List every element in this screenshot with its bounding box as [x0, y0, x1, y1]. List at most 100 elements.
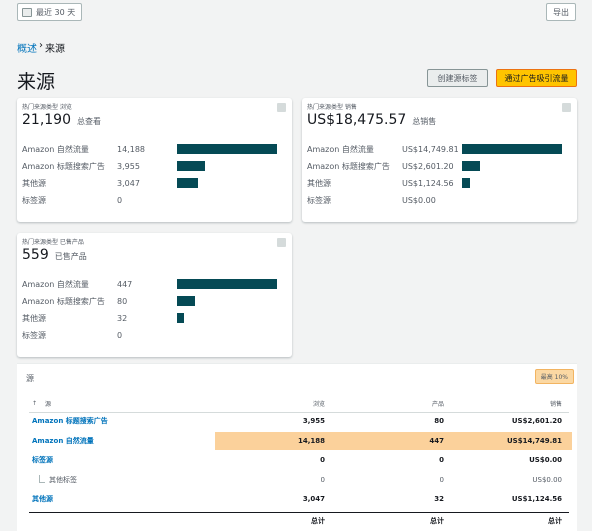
row-label: Amazon 自然流量	[22, 144, 89, 154]
header-products[interactable]: 产品	[431, 400, 444, 408]
sales-cell: US$14,749.81	[506, 437, 562, 445]
create-source-tag-button[interactable]: 创建源标签	[427, 69, 488, 87]
metric-row: 其他源 US$1,124.56	[307, 177, 462, 189]
metric-bar	[177, 279, 277, 289]
row-value: US$1,124.56	[402, 178, 454, 188]
total-divider	[29, 512, 569, 513]
row-value: 0	[117, 195, 123, 205]
info-icon[interactable]	[277, 103, 286, 112]
sub-source-label: 其他标签	[49, 476, 77, 484]
header-views[interactable]: 浏览	[312, 400, 325, 408]
row-label: Amazon 自然流量	[22, 279, 89, 289]
info-icon[interactable]	[562, 103, 571, 112]
total-value: 559	[22, 247, 49, 263]
row-value: 3,955	[117, 161, 140, 171]
metric-row: 标签源 US$0.00	[307, 194, 462, 206]
card-total: 21,190 总查看	[22, 112, 101, 128]
metric-row: 标签源 0	[22, 194, 167, 206]
row-value: US$0.00	[402, 195, 436, 205]
row-value: US$2,601.20	[402, 161, 454, 171]
card-total: 559 已售产品	[22, 247, 87, 263]
metric-row: 其他源 32	[22, 312, 167, 324]
metric-row: Amazon 自然流量 14,188	[22, 143, 167, 155]
top-percent-badge[interactable]: 最高 10%	[534, 369, 574, 384]
row-label: 其他源	[307, 178, 331, 188]
header-sales[interactable]: 销售	[549, 400, 562, 408]
views-card: 热门来源类型 浏览 21,190 总查看 Amazon 自然流量 14,188 A…	[17, 98, 292, 222]
metric-bar	[462, 161, 480, 171]
table-row: Amazon 标题搜索广告 3,955 80 US$2,601.20	[17, 412, 577, 430]
date-range-button[interactable]: 最近 30 天	[17, 3, 83, 21]
views-total-label: 总计	[311, 517, 325, 525]
sales-cell: US$0.00	[529, 456, 562, 464]
metric-bar	[177, 144, 277, 154]
products-cell: 447	[429, 437, 444, 445]
metric-bar	[177, 313, 184, 323]
header-source[interactable]: 源	[45, 400, 52, 408]
total-row: 总计 总计 总计	[17, 514, 577, 528]
breadcrumb-overview-link[interactable]: 概述	[17, 44, 37, 55]
sales-card: 热门来源类型 销售 US$18,475.57 总销售 Amazon 自然流量 US…	[302, 98, 577, 222]
breadcrumb-separator: ›	[39, 40, 43, 51]
table-subrow: 其他标签 0 0 US$0.00	[17, 471, 577, 489]
export-button[interactable]: 导出	[546, 3, 576, 21]
drive-ad-traffic-button[interactable]: 通过广告吸引流量	[496, 69, 577, 87]
products-cell: 0	[439, 456, 444, 464]
views-cell: 3,955	[302, 417, 325, 425]
metric-row: Amazon 标题搜索广告 US$2,601.20	[307, 160, 462, 172]
metric-bar	[177, 178, 198, 188]
table-title: 源	[26, 374, 34, 383]
info-icon[interactable]	[277, 238, 286, 247]
metric-bar	[462, 178, 470, 188]
row-label: Amazon 标题搜索广告	[22, 161, 105, 171]
card-total: US$18,475.57 总销售	[307, 112, 436, 128]
table-header: ↑ 源 浏览 产品 销售	[17, 394, 577, 412]
tree-connector	[39, 475, 45, 483]
breadcrumb: 概述 › 来源	[17, 40, 65, 55]
row-value: 0	[117, 330, 123, 340]
metric-bar	[177, 161, 205, 171]
total-value: 21,190	[22, 112, 71, 128]
source-link[interactable]: Amazon 自然流量	[32, 437, 94, 445]
total-unit: 已售产品	[54, 252, 87, 261]
total-unit: 总销售	[412, 117, 437, 126]
sales-cell: US$0.00	[532, 476, 562, 484]
products-total-label: 总计	[430, 517, 444, 525]
metric-bar	[177, 296, 195, 306]
row-label: 标签源	[22, 195, 46, 205]
row-label: Amazon 自然流量	[307, 144, 374, 154]
products-cell: 0	[439, 476, 444, 484]
table-row: 其他源 3,047 32 US$1,124.56	[17, 490, 577, 508]
views-cell: 0	[320, 476, 325, 484]
metric-row: 其他源 3,047	[22, 177, 167, 189]
total-value: US$18,475.57	[307, 112, 407, 128]
card-title: 热门来源类型 已售产品	[22, 239, 84, 246]
metric-row: Amazon 自然流量 447	[22, 278, 167, 290]
metric-bar	[462, 144, 562, 154]
source-link[interactable]: Amazon 标题搜索广告	[32, 417, 108, 425]
products-cell: 80	[434, 417, 444, 425]
card-title: 热门来源类型 销售	[307, 104, 357, 111]
date-range-label: 最近 30 天	[36, 7, 76, 17]
table-row: 标签源 0 0 US$0.00	[17, 451, 577, 469]
products-card: 热门来源类型 已售产品 559 已售产品 Amazon 自然流量 447 Amaz…	[17, 233, 292, 357]
table-row: Amazon 自然流量 14,188 447 US$14,749.81	[17, 432, 577, 450]
source-link[interactable]: 标签源	[32, 456, 53, 464]
row-label: Amazon 标题搜索广告	[22, 296, 105, 306]
views-cell: 14,188	[297, 437, 325, 445]
sales-cell: US$2,601.20	[511, 417, 562, 425]
row-value: 32	[117, 313, 128, 323]
card-title: 热门来源类型 浏览	[22, 104, 72, 111]
row-value: 14,188	[117, 144, 145, 154]
row-label: 标签源	[22, 330, 46, 340]
row-value: US$14,749.81	[402, 144, 459, 154]
source-link[interactable]: 其他源	[32, 495, 53, 503]
header-divider	[29, 412, 569, 413]
metric-row: Amazon 标题搜索广告 3,955	[22, 160, 167, 172]
total-unit: 总查看	[77, 117, 101, 126]
sort-arrow-icon[interactable]: ↑	[32, 399, 38, 407]
row-value: 447	[117, 279, 133, 289]
row-label: 其他源	[22, 178, 46, 188]
metric-row: Amazon 自然流量 US$14,749.81	[307, 143, 462, 155]
metric-row: Amazon 标题搜索广告 80	[22, 295, 167, 307]
